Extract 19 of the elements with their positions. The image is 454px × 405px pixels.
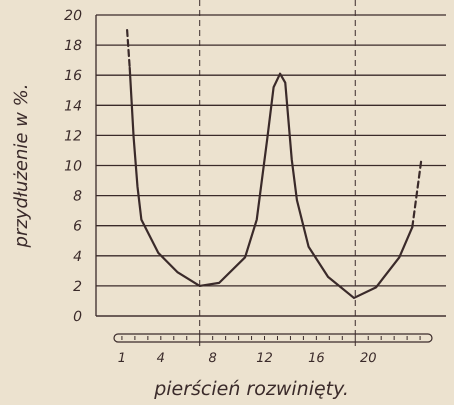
y-tick-label: 2 [73, 278, 82, 295]
y-tick-label: 12 [64, 128, 82, 144]
y-tick-label: 18 [64, 38, 82, 54]
y-tick-label: 10 [64, 158, 82, 174]
y-tick-label: 4 [73, 248, 82, 265]
x-tick-label: 1 [118, 351, 126, 366]
x-tick-label: 20 [360, 351, 376, 366]
x-tick-label: 12 [256, 351, 273, 366]
y-tick-label: 16 [64, 68, 82, 84]
x-tick-label: 8 [208, 351, 217, 366]
y-axis-title: przydłużenie w %. [11, 84, 32, 248]
y-tick-label: 20 [64, 8, 82, 24]
x-axis-title: pierścień rozwinięty. [153, 378, 349, 400]
y-tick-label: 14 [64, 98, 82, 114]
y-tick-label: 6 [73, 218, 82, 235]
x-tick-label: 16 [308, 351, 325, 366]
y-tick-label: 8 [73, 188, 82, 205]
x-tick-label: 4 [156, 351, 165, 366]
y-tick-label: 0 [73, 309, 82, 325]
